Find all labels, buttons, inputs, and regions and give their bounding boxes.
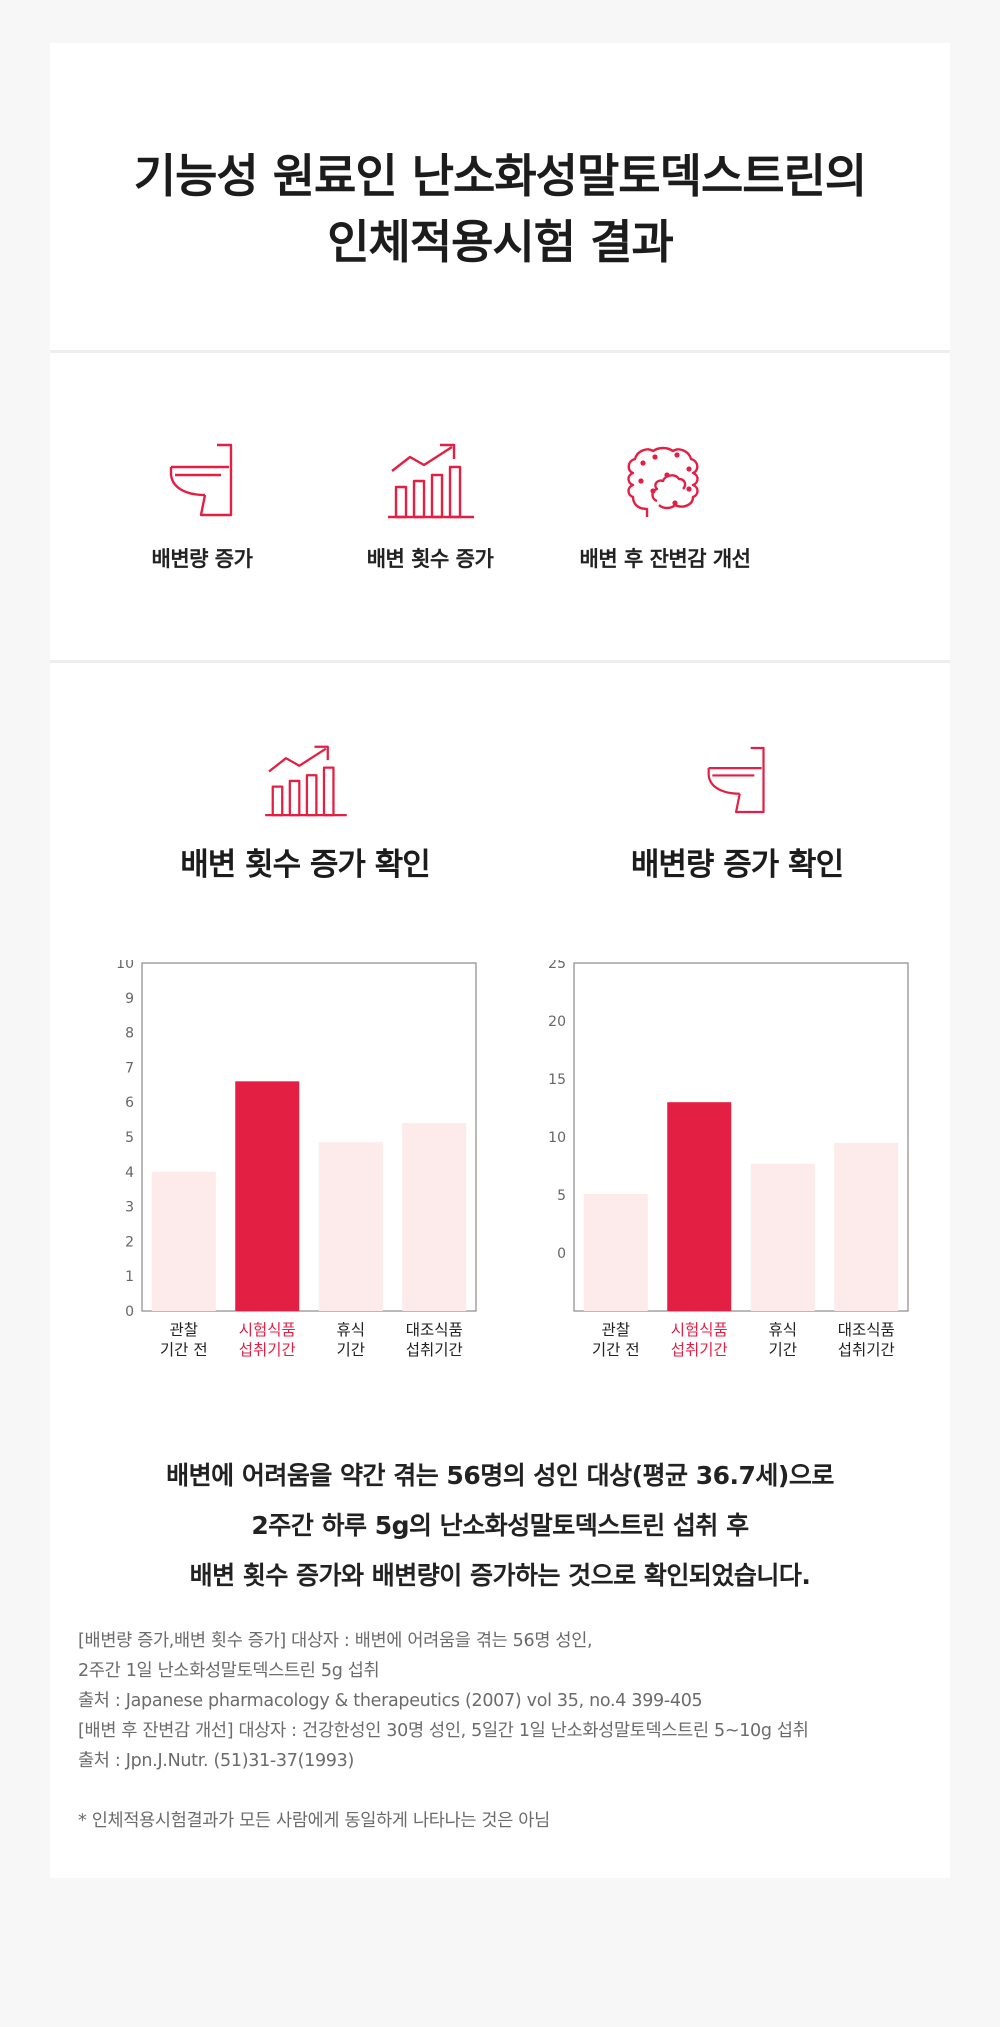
summary-line: 2주간 하루 5g의 난소화성말토덱스트린 섭취 후	[251, 1511, 749, 1540]
note-line: [배변 후 잔변감 개선] 대상자 : 건강한성인 30명 성인, 5일간 1일…	[78, 1721, 809, 1741]
toilet-icon	[169, 443, 233, 517]
note-line: [배변량 증가,배변 횟수 증가] 대상자 : 배변에 어려움을 겪는 56명 …	[78, 1631, 593, 1651]
plot-frame	[141, 962, 477, 1312]
y-tick-label: 2	[125, 1234, 134, 1250]
x-tick-label: 휴식	[768, 1321, 797, 1339]
rising-bar-chart-icon	[265, 745, 347, 817]
note-line: 2주간 1일 난소화성말토덱스트린 5g 섭취	[78, 1661, 380, 1681]
x-tick-label: 기간 전	[592, 1341, 640, 1359]
y-tick-label: 1	[125, 1269, 134, 1285]
note-line: 출처 : Japanese pharmacology & therapeutic…	[78, 1691, 703, 1711]
intestine-icon	[627, 446, 699, 517]
benefit-residual-feeling: 배변 후 잔변감 개선	[535, 441, 795, 573]
bar	[151, 1171, 216, 1311]
y-tick-label: 6	[125, 1095, 134, 1111]
x-tick-label: 시험식품	[239, 1321, 296, 1339]
summary-line: 배변에 어려움을 약간 겪는 56명의 성인 대상(평균 36.7세)으로	[166, 1461, 834, 1490]
y-tick-label: 7	[125, 1060, 134, 1076]
y-tick-label: 5	[557, 1188, 566, 1204]
x-tick-label: 기간 전	[160, 1341, 208, 1359]
chart-title: 배변 횟수 증가 확인	[180, 847, 431, 883]
note-line: 출처 : Jpn.J.Nutr. (51)31-37(1993)	[78, 1751, 354, 1771]
bar	[583, 1193, 648, 1311]
y-tick-label: 8	[125, 1026, 134, 1042]
y-tick-label: 0	[125, 1304, 134, 1320]
benefit-label: 배변 횟수 증가	[366, 547, 494, 571]
rising-bar-chart-icon	[388, 443, 474, 519]
y-tick-label: 0	[557, 1246, 566, 1262]
content-card: 기능성 원료인 난소화성말토덱스트린의 인체적용시험 결과 배변량 증가	[50, 43, 950, 1878]
x-tick-label: 휴식	[336, 1321, 365, 1339]
y-tick-label: 20	[548, 1014, 566, 1030]
summary-line: 배변 횟수 증가와 배변량이 증가하는 것으로 확인되었습니다.	[189, 1561, 811, 1590]
result-summary: 배변에 어려움을 약간 겪는 56명의 성인 대상(평균 36.7세)으로 2주…	[50, 1451, 950, 1601]
section-divider	[50, 350, 950, 353]
x-tick-label: 섭취기간	[838, 1341, 895, 1359]
plot-frame	[573, 962, 909, 1312]
section-divider	[50, 660, 950, 663]
x-tick-label: 관찰	[169, 1321, 198, 1339]
y-tick-label: 5	[125, 1130, 134, 1146]
x-tick-label: 관찰	[601, 1321, 630, 1339]
x-tick-label: 기간	[768, 1341, 797, 1359]
page-title: 기능성 원료인 난소화성말토덱스트린의 인체적용시험 결과	[50, 143, 950, 275]
bar	[235, 1081, 300, 1311]
toilet-icon	[707, 746, 765, 814]
bar	[667, 1102, 732, 1311]
study-notes: [배변량 증가,배변 횟수 증가] 대상자 : 배변에 어려움을 겪는 56명 …	[78, 1626, 938, 1836]
x-tick-label: 대조식품	[406, 1321, 463, 1339]
x-tick-label: 대조식품	[838, 1321, 895, 1339]
bar	[834, 1142, 899, 1311]
chart-title: 배변량 증가 확인	[630, 847, 844, 883]
title-line-1: 기능성 원료인 난소화성말토덱스트린의	[133, 149, 867, 203]
benefit-stool-volume: 배변량 증가	[72, 441, 332, 573]
benefit-label: 배변량 증가	[151, 547, 253, 571]
title-line-2: 인체적용시험 결과	[327, 215, 674, 269]
bar	[402, 1123, 467, 1311]
benefit-label: 배변 후 잔변감 개선	[579, 547, 752, 571]
y-tick-label: 25	[548, 960, 566, 972]
x-tick-label: 시험식품	[671, 1321, 728, 1339]
bar	[750, 1163, 815, 1311]
y-tick-label: 4	[125, 1165, 134, 1181]
benefit-bowel-frequency: 배변 횟수 증가	[300, 441, 560, 573]
y-tick-label: 10	[548, 1130, 566, 1146]
x-tick-label: 섭취기간	[406, 1341, 463, 1359]
y-tick-label: 3	[125, 1200, 134, 1216]
x-tick-label: 섭취기간	[671, 1341, 728, 1359]
x-tick-label: 섭취기간	[239, 1341, 296, 1359]
x-tick-label: 기간	[336, 1341, 365, 1359]
bar	[318, 1142, 383, 1311]
y-tick-label: 15	[548, 1072, 566, 1088]
disclaimer: * 인체적용시험결과가 모든 사람에게 동일하게 나타나는 것은 아님	[78, 1811, 550, 1831]
y-tick-label: 9	[125, 991, 134, 1007]
y-tick-label: 10	[116, 960, 134, 972]
